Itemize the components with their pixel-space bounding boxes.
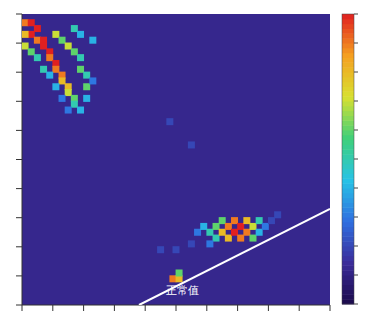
svg-text:正常值: 正常值 [166,284,199,297]
